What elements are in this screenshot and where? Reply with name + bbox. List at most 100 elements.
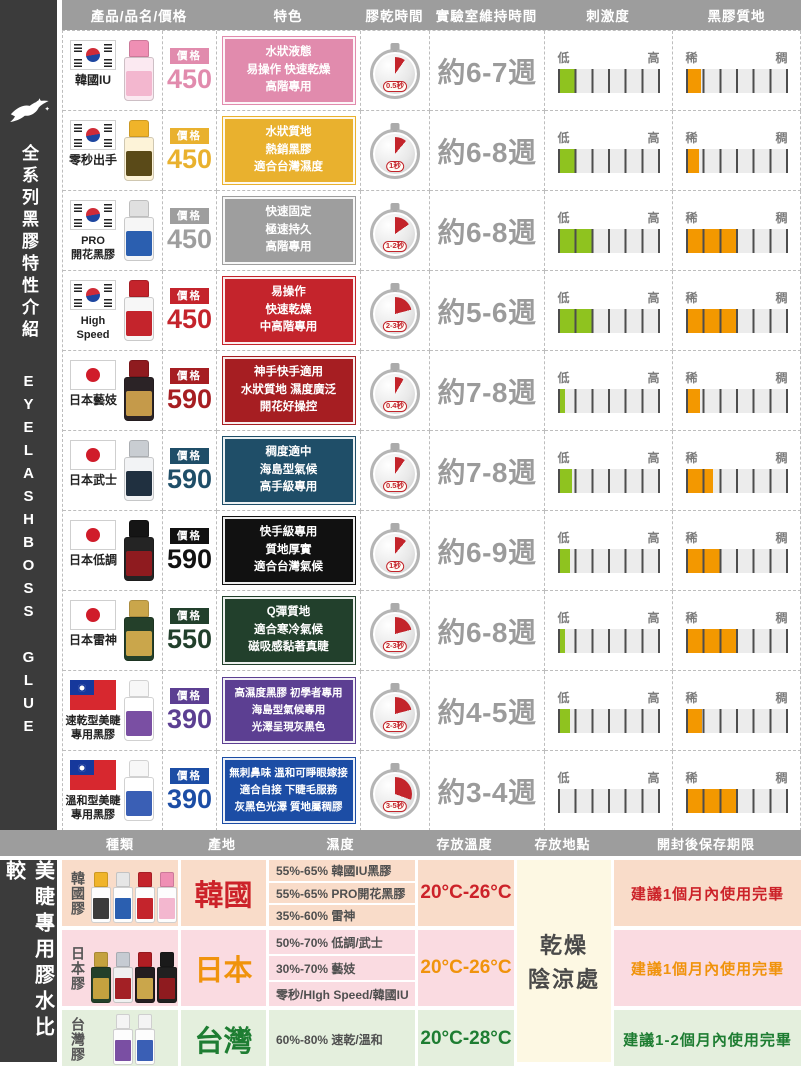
product-cell: 日本武士 <box>63 431 163 511</box>
bottle-thumbnail <box>157 872 177 924</box>
bottle-cap <box>129 360 149 377</box>
dry-time-label: 0.5秒 <box>383 481 407 492</box>
irritation-bar <box>557 148 660 173</box>
irritation-high-label: 高 <box>647 690 660 705</box>
bottle-image <box>122 680 156 742</box>
texture-thick-label: 稠 <box>775 770 788 785</box>
bar-ticks <box>559 308 660 333</box>
irritation-high-label: 高 <box>647 130 660 145</box>
texture-bar <box>685 468 788 493</box>
feature-box: 稠度適中 海島型氣候 高手級專用 <box>222 436 355 505</box>
feature-line: 質地厚實 <box>265 543 312 556</box>
bottle-image <box>122 120 156 182</box>
bottle-label <box>159 978 175 999</box>
feature-line: 水狀液態 <box>265 45 312 58</box>
feature-line: 水狀質地 <box>265 125 312 138</box>
product-name: PRO 開花黑膠 <box>71 235 115 261</box>
retention-cell: 約6-8週 <box>430 591 545 671</box>
price-tag: 價格 <box>170 768 209 784</box>
texture-cell: 稀 稠 <box>673 31 801 111</box>
price-tag: 價格 <box>170 208 209 224</box>
price-cell: 價格 590 <box>163 351 217 431</box>
texture-thick-label: 稠 <box>775 450 788 465</box>
irritation-scale: 低 高 <box>557 449 660 493</box>
humidity-cell: 60%-80% 速乾/溫和 <box>269 1010 415 1066</box>
type-cell: 韓國膠 <box>62 860 178 926</box>
bar-ticks <box>687 628 788 653</box>
texture-thin-label: 稀 <box>685 770 698 785</box>
product-name: High Speed <box>76 315 110 341</box>
product-cell: High Speed <box>63 271 163 351</box>
glue-type-label: 台灣膠 <box>70 1017 86 1062</box>
storage-place-line: 陰涼處 <box>527 967 600 992</box>
product-cell: 速乾型美睫 專用黑膠 <box>63 671 163 751</box>
irritation-low-label: 低 <box>557 130 570 145</box>
bar-ticks <box>559 468 660 493</box>
series-title-zh: 全系列黑膠特性介紹 <box>19 144 38 342</box>
texture-scale: 稀 稠 <box>685 689 788 733</box>
bottle-cap <box>116 872 130 887</box>
price-tag: 價格 <box>170 688 209 704</box>
feature-box: 神手快手適用 水狀質地 濕度廣泛 開花好操控 <box>222 356 355 425</box>
feature-box: 易操作 快速乾燥 中高階專用 <box>222 276 355 345</box>
bar-ticks <box>559 708 660 733</box>
price-tag: 價格 <box>170 288 209 304</box>
irritation-bar <box>557 788 660 813</box>
features-cell: 快手級專用 質地厚實 適合台灣氣候 <box>217 511 361 591</box>
irritation-scale: 低 高 <box>557 129 660 173</box>
dry-time-cell: 0.5秒 <box>361 31 430 111</box>
header-dry-time: 膠乾時間 <box>365 9 424 24</box>
bar-ticks <box>559 228 660 253</box>
texture-cell: 稀 稠 <box>673 431 801 511</box>
dry-time-label: 0.5秒 <box>383 81 407 92</box>
bottle-label <box>93 898 109 919</box>
retention-weeks: 約6-9週 <box>437 536 537 568</box>
irritation-high-label: 高 <box>647 50 660 65</box>
irritation-bar <box>557 388 660 413</box>
product-cell: 韓國IU <box>63 31 163 111</box>
bottle-label <box>126 231 152 256</box>
bottle-cap <box>129 120 149 137</box>
storage-place-line: 乾燥 <box>539 933 588 958</box>
flag-icon <box>70 360 116 390</box>
price-cell: 價格 390 <box>163 671 217 751</box>
bottle-thumbnail <box>135 952 155 1004</box>
bottle-thumbnails <box>91 1014 176 1066</box>
product-cell: 零秒出手 <box>63 111 163 191</box>
features-cell: 水狀質地 熱銷黑膠 適合台灣濕度 <box>217 111 361 191</box>
price-cell: 價格 450 <box>163 191 217 271</box>
texture-bar <box>685 388 788 413</box>
texture-cell: 稀 稠 <box>673 191 801 271</box>
irritation-high-label: 高 <box>647 530 660 545</box>
dry-time-cell: 0.5秒 <box>361 431 430 511</box>
feature-box: 無刺鼻味 溫和可睜眼嫁接 適合自接 下睫毛服務 灰黑色光澤 質地屬稠膠 <box>222 758 355 823</box>
retention-cell: 約7-8週 <box>430 351 545 431</box>
irritation-bar <box>557 468 660 493</box>
features-cell: 高濕度黑膠 初學者專用 海島型氣候專用 光澤呈現灰黑色 <box>217 671 361 751</box>
texture-scale: 稀 稠 <box>685 609 788 653</box>
product-row: 日本低調 價格 590 快手級專用 質地厚實 適合台灣氣候 1秒 <box>63 511 801 591</box>
humidity-line: 55%-65% 韓國IU黑膠 <box>269 860 415 883</box>
texture-thick-label: 稠 <box>775 610 788 625</box>
texture-bar <box>685 788 788 813</box>
bottle-cap <box>129 600 149 617</box>
irritation-scale: 低 高 <box>557 689 660 733</box>
retention-weeks: 約4-5週 <box>437 696 537 728</box>
price-tag: 價格 <box>170 368 209 384</box>
bottle-label <box>115 898 131 919</box>
irritation-high-label: 高 <box>647 290 660 305</box>
texture-thin-label: 稀 <box>685 290 698 305</box>
glue-type-label: 日本膠 <box>70 946 86 991</box>
dry-time-cell: 3-5秒 <box>361 751 430 831</box>
series-title: 全系列黑膠特性介紹 EYELASHBOSS GLUE <box>16 144 41 741</box>
comparison-row: 日本膠 日本 50%-70% 低調/武士 30%-70% 藝妓 零秒/HIgh Sp… <box>62 930 801 1006</box>
bottle-label <box>137 978 153 999</box>
dry-time-label: 1秒 <box>386 161 404 172</box>
bottle-thumbnail <box>91 952 111 1004</box>
bottle-image <box>122 40 156 102</box>
flag-icon <box>70 40 116 70</box>
feature-line: 磁吸感黏著真睫 <box>248 641 329 654</box>
feature-box: Q彈質地 適合寒冷氣候 磁吸感黏著真睫 <box>222 596 355 665</box>
feature-box: 高濕度黑膠 初學者專用 海島型氣候專用 光澤呈現灰黑色 <box>222 678 355 743</box>
bottle-image <box>122 520 156 582</box>
